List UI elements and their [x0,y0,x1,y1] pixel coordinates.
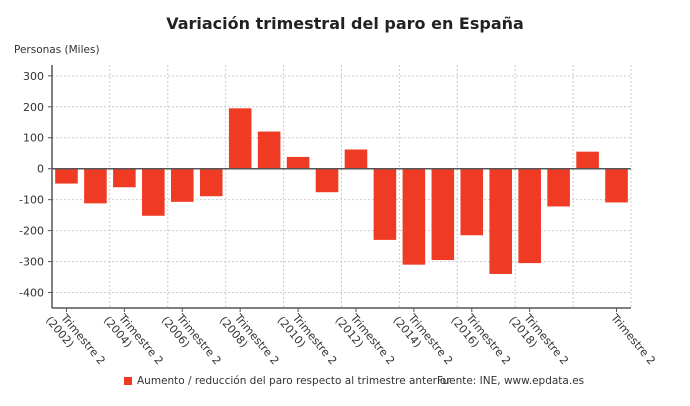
bar [402,168,426,265]
bar [518,168,541,264]
bar [576,151,599,169]
legend-label: Aumento / reducción del paro respecto al… [137,375,451,387]
bar [84,168,107,204]
bar [257,131,281,169]
x-tick-label: Trimestre 2(2016) [448,305,513,375]
source-note: Fuente: INE, www.epdata.es [437,375,585,387]
x-tick-label: Trimestre 2(2004) [101,305,166,375]
x-tick-label: Trimestre 2 [608,311,658,367]
y-tick-label: 0 [37,163,44,176]
y-tick-label: 300 [23,70,44,83]
legend: Aumento / reducción del paro respecto al… [124,375,451,387]
bar [113,168,136,188]
x-tick-label: Trimestre 2(2006) [159,305,224,375]
y-tick-label: 100 [23,132,44,145]
bar [547,168,570,207]
chart-title: Variación trimestral del paro en España [166,14,524,33]
x-tick-label: Trimestre 2(2008) [217,305,282,375]
bar [315,168,339,193]
y-axis-label: Personas (Miles) [14,44,100,56]
bar [605,168,628,203]
bar [489,168,513,274]
bar [344,149,368,169]
bar [431,168,455,261]
y-tick-label: -100 [19,194,44,207]
bar [142,168,165,216]
bar [460,168,484,236]
y-tick-label: -400 [19,287,44,300]
y-tick-label: 200 [23,101,44,114]
x-tick-label: Trimestre 2(2010) [275,305,340,375]
x-tick-label: Trimestre 2(2012) [333,305,398,375]
x-tick-label: Trimestre 2(2014) [390,305,455,375]
y-tick-label: -300 [19,256,44,269]
bar [199,168,223,197]
x-tick-label: Trimestre 2(2002) [43,305,108,375]
x-tick-label: Trimestre 2(2018) [506,305,571,375]
bar [373,168,397,240]
y-tick-label: -200 [19,225,44,238]
bar [55,168,78,184]
bar [170,168,194,202]
bar [228,108,252,169]
legend-swatch [124,377,132,385]
bar [286,156,310,169]
